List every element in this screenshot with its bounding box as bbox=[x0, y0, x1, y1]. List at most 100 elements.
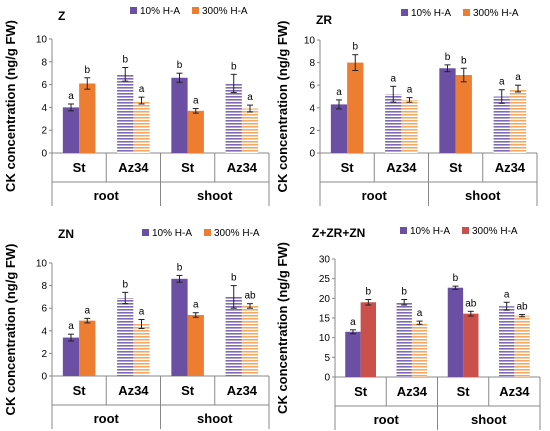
y-axis-label: CK concentration (ng/g FW) bbox=[3, 20, 18, 192]
y-tick-label: 8 bbox=[41, 281, 47, 292]
y-tick-label: 6 bbox=[41, 80, 47, 91]
legend-swatch-2 bbox=[204, 229, 211, 236]
bar bbox=[187, 314, 204, 376]
y-tick-label: 4 bbox=[41, 326, 47, 337]
y-tick-label: 2 bbox=[41, 349, 47, 360]
y-tick-label: 6 bbox=[309, 81, 315, 92]
group-label: root bbox=[94, 188, 120, 203]
bar bbox=[447, 287, 464, 377]
significance-letter: b bbox=[231, 273, 237, 284]
legend-swatch-1 bbox=[130, 7, 137, 14]
significance-letter: a bbox=[193, 300, 199, 311]
significance-letter: ab bbox=[517, 301, 529, 312]
significance-letter: a bbox=[390, 73, 396, 84]
legend-label-1: 10% H-A bbox=[140, 6, 180, 17]
legend-swatch-2 bbox=[462, 227, 469, 234]
bar bbox=[133, 100, 150, 153]
chart-panel-2: ZR 10% H-A 300% H-A CK concentration (ng/g … bbox=[275, 8, 538, 206]
y-tick-label: 4 bbox=[309, 103, 315, 114]
bar bbox=[499, 306, 515, 377]
category-label: Az34 bbox=[227, 383, 258, 398]
bar bbox=[455, 75, 472, 153]
significance-letter: a bbox=[247, 92, 253, 103]
significance-letter: a bbox=[68, 321, 74, 332]
y-tick-label: 0 bbox=[41, 149, 47, 160]
category-label: St bbox=[73, 383, 87, 398]
bar bbox=[241, 305, 259, 376]
legend-swatch-1 bbox=[401, 9, 408, 16]
y-tick-label: 30 bbox=[319, 255, 331, 266]
significance-letter: b bbox=[122, 55, 128, 66]
category-label: St bbox=[341, 160, 355, 175]
group-label: root bbox=[94, 411, 120, 426]
legend-label-1: 10% H-A bbox=[152, 228, 192, 239]
legend-label-2: 300% H-A bbox=[472, 226, 518, 237]
significance-letter: a bbox=[350, 317, 356, 328]
chart-title: Z bbox=[58, 9, 65, 23]
category-label: St bbox=[181, 160, 195, 175]
category-label: Az34 bbox=[495, 160, 526, 175]
significance-letter: b bbox=[122, 279, 128, 290]
bar bbox=[117, 74, 134, 153]
significance-letter: b bbox=[231, 61, 237, 72]
group-label: shoot bbox=[471, 412, 507, 427]
significance-letter: a bbox=[504, 289, 510, 300]
significance-letter: a bbox=[193, 96, 199, 107]
category-label: Az34 bbox=[499, 384, 530, 399]
y-tick-label: 0 bbox=[324, 373, 330, 384]
bar bbox=[171, 278, 188, 376]
bar bbox=[79, 83, 96, 153]
bar bbox=[225, 296, 242, 376]
significance-letter: b bbox=[352, 42, 358, 53]
category-label: St bbox=[181, 383, 195, 398]
bar bbox=[385, 94, 402, 153]
significance-letter: b bbox=[177, 60, 183, 71]
category-label: Az34 bbox=[118, 383, 149, 398]
y-axis-label: CK concentration (ng/g FW) bbox=[275, 242, 290, 414]
bar bbox=[225, 83, 242, 153]
bar bbox=[401, 99, 418, 153]
legend-label-1: 10% H-A bbox=[410, 226, 450, 237]
bar bbox=[493, 96, 510, 153]
significance-letter: ab bbox=[244, 291, 256, 302]
category-label: St bbox=[457, 384, 471, 399]
bar bbox=[187, 110, 204, 153]
significance-letter: a bbox=[407, 85, 413, 96]
bar bbox=[241, 108, 259, 153]
chart-panel-4: Z+ZR+ZN 10% H-A 300% H-A CK concentration (… bbox=[275, 226, 541, 430]
significance-letter: a bbox=[515, 72, 521, 83]
chart-panel-3: ZN 10% H-A 300% H-A CK concentration (ng/g … bbox=[3, 227, 270, 429]
y-axis-label: CK concentration (ng/g FW) bbox=[3, 244, 18, 416]
significance-letter: a bbox=[336, 87, 342, 98]
legend-swatch-1 bbox=[400, 227, 407, 234]
group-label: root bbox=[362, 188, 388, 203]
bar bbox=[330, 104, 348, 153]
bar bbox=[117, 298, 134, 376]
legend-swatch-1 bbox=[142, 229, 149, 236]
bar bbox=[79, 320, 96, 376]
chart-panel-1: Z 10% H-A 300% H-A CK concentration (ng/g F… bbox=[3, 6, 270, 206]
y-tick-label: 20 bbox=[319, 294, 331, 305]
y-tick-label: 8 bbox=[309, 58, 315, 69]
significance-letter: a bbox=[139, 307, 145, 318]
y-tick-label: 6 bbox=[41, 304, 47, 315]
y-tick-label: 2 bbox=[41, 126, 47, 137]
category-label: Az34 bbox=[227, 160, 258, 175]
legend-swatch-2 bbox=[192, 7, 199, 14]
significance-letter: a bbox=[84, 305, 90, 316]
legend-label-2: 300% H-A bbox=[214, 228, 260, 239]
y-tick-label: 25 bbox=[319, 274, 331, 285]
legend-label-2: 300% H-A bbox=[473, 8, 519, 19]
bar bbox=[509, 88, 527, 153]
group-label: shoot bbox=[465, 188, 501, 203]
bar bbox=[347, 62, 364, 153]
chart-title: ZN bbox=[58, 227, 74, 241]
bar bbox=[439, 68, 456, 153]
legend-label-1: 10% H-A bbox=[411, 8, 451, 19]
bar bbox=[345, 331, 361, 377]
chart-title: ZR bbox=[316, 13, 332, 27]
significance-letter: b bbox=[445, 52, 451, 63]
y-tick-label: 0 bbox=[41, 372, 47, 383]
significance-letter: b bbox=[461, 55, 467, 66]
category-label: Az34 bbox=[397, 384, 428, 399]
